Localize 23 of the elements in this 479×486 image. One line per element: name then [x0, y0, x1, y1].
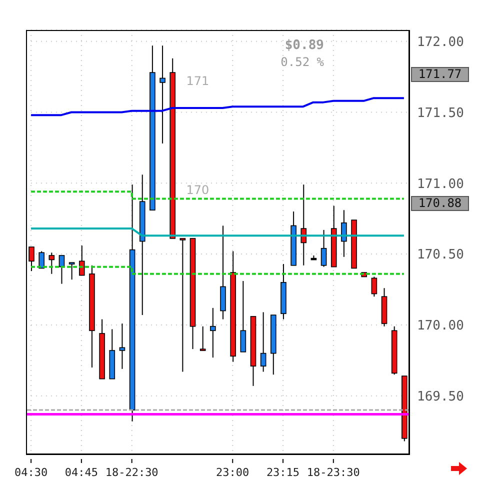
candlestick — [160, 46, 166, 144]
line-series — [30, 97, 405, 116]
x-tick-label: 18-22:30 — [105, 466, 158, 479]
x-tick-label: 04:45 — [64, 466, 98, 479]
y-tick-label: 170.50 — [417, 248, 464, 263]
y-tick-label: 172.00 — [417, 34, 464, 50]
annotation: $0.89 — [284, 38, 324, 53]
candlestick — [200, 326, 206, 351]
x-tick-label: 18-23:30 — [306, 466, 360, 479]
candlestick — [180, 238, 186, 372]
y-tick-label: 169.50 — [417, 389, 464, 404]
x-tick-label: 04:30 — [14, 466, 48, 479]
x-tick-label: 23:00 — [216, 466, 250, 479]
annotation: 171 — [186, 74, 210, 88]
y-tick-label: 171.50 — [417, 106, 464, 121]
y-tick-label: 170.00 — [417, 318, 464, 334]
candlestick — [119, 324, 126, 369]
text: 171.77 — [411, 67, 469, 82]
annotation: 0.52 % — [280, 55, 324, 69]
annotation: 170 — [186, 183, 210, 197]
x-tick-label: 23:15 — [266, 466, 300, 479]
y-tick-label: 171.00 — [417, 176, 464, 192]
text: 170.88 — [411, 196, 469, 211]
